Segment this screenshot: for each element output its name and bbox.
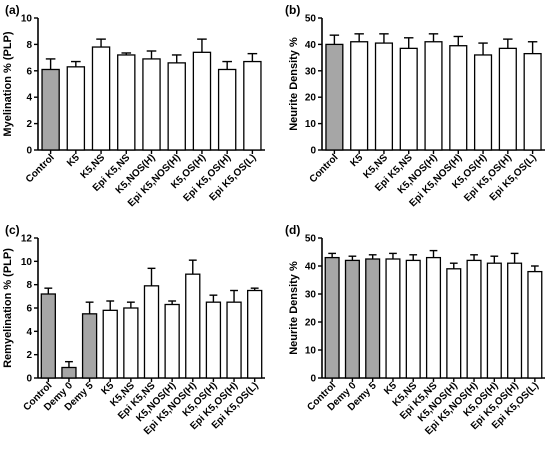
bar (486, 262, 502, 379)
y-tick-label: 30 (305, 66, 317, 77)
y-tick-label: 30 (305, 290, 317, 301)
bar (164, 303, 180, 379)
bar (324, 256, 340, 379)
bar (446, 268, 462, 379)
bar (243, 60, 262, 151)
bar (226, 301, 242, 379)
bar (40, 293, 56, 379)
y-axis-label: Neurite Density % (288, 37, 300, 131)
x-tick-label: Control (24, 152, 57, 185)
panel-label: (c) (5, 223, 20, 237)
y-tick-label: 8 (26, 40, 32, 51)
panel-label: (b) (285, 3, 300, 17)
bar (399, 47, 418, 151)
bar (344, 259, 360, 379)
bar (142, 58, 161, 151)
y-tick-label: 20 (305, 318, 317, 329)
y-tick-label: 2 (26, 119, 32, 130)
bar (247, 289, 263, 379)
bar (350, 41, 369, 151)
bar (365, 258, 381, 379)
bar (66, 66, 86, 151)
y-axis-label: Neurite Density % (288, 261, 300, 355)
bar (385, 258, 401, 379)
y-tick-label: 0 (310, 146, 316, 157)
y-tick-label: 50 (305, 234, 317, 245)
panel-c: (c)Remyelination % (PLP)024681012Control… (2, 223, 265, 437)
bar (507, 262, 523, 379)
y-tick-label: 10 (21, 14, 33, 25)
bar (167, 62, 186, 151)
x-tick-label: Control (308, 152, 341, 185)
bar (205, 301, 222, 379)
bar (374, 42, 394, 151)
bar (123, 307, 139, 379)
y-tick-label: 4 (26, 327, 32, 338)
bar (91, 46, 111, 151)
y-tick-label: 12 (21, 234, 33, 245)
y-axis-label: Myelination % (PLP) (2, 31, 14, 136)
bar (425, 256, 442, 379)
x-tick-label: K5 (65, 152, 82, 169)
y-tick-label: 2 (26, 350, 32, 361)
y-tick-label: 4 (26, 93, 32, 104)
y-tick-label: 10 (305, 346, 317, 357)
panel-b: (b) Neurite Density % 0 10 20 30 40 50 Control K5… (285, 3, 545, 209)
y-tick-label: 8 (26, 280, 32, 291)
bar (81, 313, 98, 379)
bar (117, 54, 136, 151)
bar (325, 43, 344, 151)
panel-d: (d)Neurite Density %01020304050ControlDe… (285, 223, 545, 437)
y-tick-label: 6 (26, 304, 32, 315)
bar (61, 366, 77, 379)
y-axis-label: Remyelination % (PLP) (2, 248, 14, 368)
bar (405, 259, 421, 379)
y-tick-label: 0 (26, 374, 32, 385)
y-tick-label: 0 (26, 146, 32, 157)
panel-label: (a) (5, 3, 20, 17)
y-tick-label: 40 (305, 262, 317, 273)
x-tick-label: K5 (348, 152, 365, 169)
bar (498, 47, 517, 151)
bar (527, 270, 543, 379)
bar (473, 54, 493, 151)
bar (217, 68, 237, 151)
bar (102, 309, 118, 379)
bar (466, 259, 482, 379)
bar (192, 51, 212, 151)
y-tick-label: 50 (305, 14, 317, 25)
bar (424, 41, 443, 151)
bar (185, 273, 201, 379)
y-tick-label: 40 (305, 40, 317, 51)
bar (41, 68, 60, 151)
bar (523, 52, 542, 151)
bar (143, 285, 160, 379)
panel-label: (d) (285, 223, 300, 237)
y-tick-label: 0 (310, 374, 316, 385)
y-tick-label: 10 (305, 119, 317, 130)
bar (449, 45, 468, 151)
y-tick-label: 10 (21, 257, 33, 268)
y-tick-label: 6 (26, 66, 32, 77)
y-tick-label: 20 (305, 93, 317, 104)
